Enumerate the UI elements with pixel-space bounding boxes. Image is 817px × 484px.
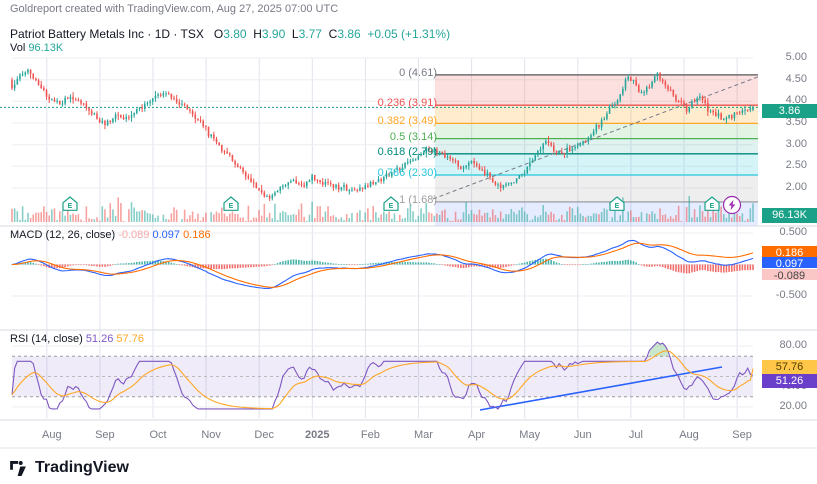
svg-text:E: E bbox=[229, 203, 234, 210]
svg-text:E: E bbox=[710, 203, 715, 210]
svg-text:E: E bbox=[68, 203, 73, 210]
svg-text:E: E bbox=[615, 203, 620, 210]
